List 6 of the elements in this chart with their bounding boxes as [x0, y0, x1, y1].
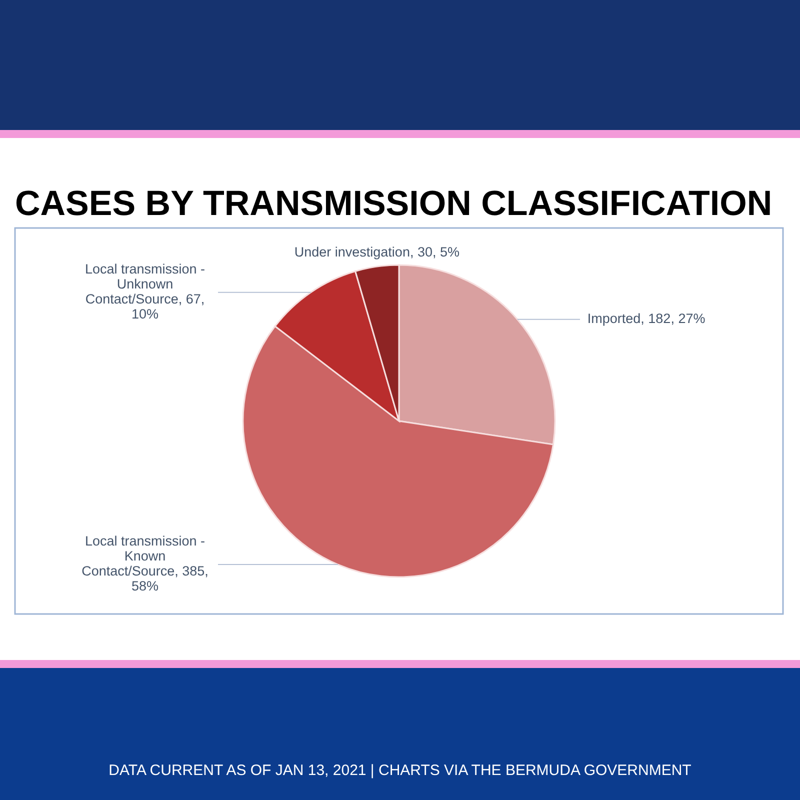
slice-label: Local transmission - Known Contact/Source, 385, 58% — [82, 534, 208, 594]
slice-label: Imported, 182, 27% — [587, 310, 706, 326]
chart-title: CASES BY TRANSMISSION CLASSIFICATION — [15, 184, 772, 223]
slice-label: Local transmission - Unknown Contact/Source, 67, 10% — [84, 261, 206, 322]
slice-label: Under investigation, 30, 5% — [294, 244, 460, 260]
text: DATA CURRENT AS OF JAN 13, 2021 | CHARTS VIA THE BERMUDA GOVERNMENT — [108, 762, 692, 779]
